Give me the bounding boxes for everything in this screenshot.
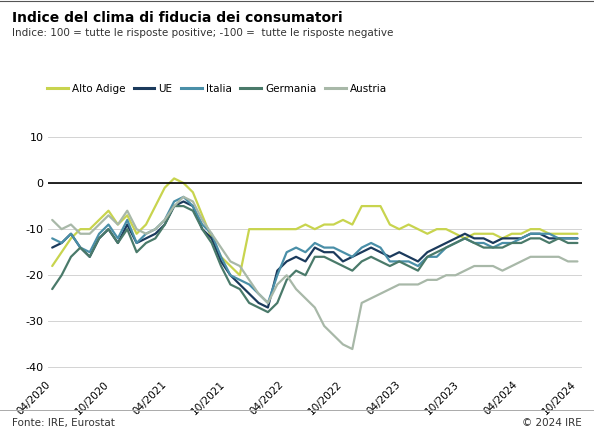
Text: Indice del clima di fiducia dei consumatori: Indice del clima di fiducia dei consumat…: [12, 11, 343, 25]
Text: Indice: 100 = tutte le risposte positive; -100 =  tutte le risposte negative: Indice: 100 = tutte le risposte positive…: [12, 28, 393, 39]
Legend: Alto Adige, UE, Italia, Germania, Austria: Alto Adige, UE, Italia, Germania, Austri…: [47, 84, 387, 94]
Text: © 2024 IRE: © 2024 IRE: [522, 418, 582, 428]
Text: Fonte: IRE, Eurostat: Fonte: IRE, Eurostat: [12, 418, 115, 428]
